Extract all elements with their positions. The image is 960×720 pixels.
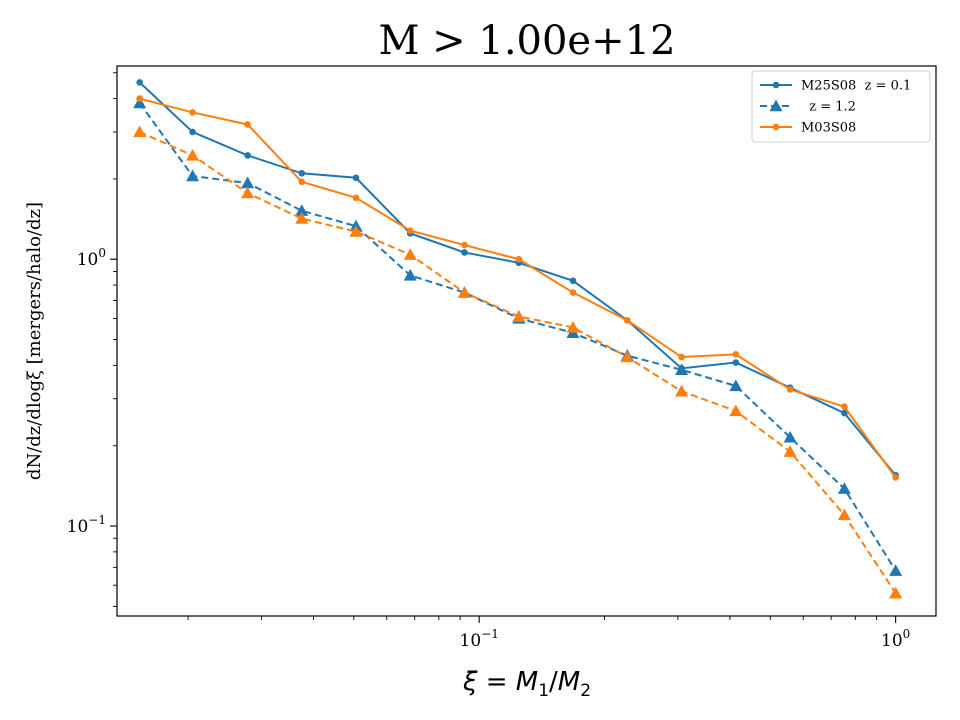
data-point (623, 317, 631, 324)
data-point (244, 121, 251, 128)
data-point (403, 268, 417, 281)
data-point (837, 508, 851, 521)
series-2 (133, 96, 903, 576)
data-point (189, 109, 196, 116)
data-point (786, 386, 794, 393)
data-point (186, 169, 200, 182)
x-tick-label: 10−1 (460, 627, 499, 651)
series-line (138, 102, 897, 572)
data-point (241, 186, 255, 199)
legend-label: M03S08 (801, 121, 856, 136)
series-layer (133, 79, 903, 599)
data-point (678, 353, 685, 361)
data-point (133, 125, 147, 138)
data-point (295, 212, 309, 224)
data-point (732, 351, 740, 358)
series-4 (133, 125, 903, 599)
plot-frame (116, 65, 937, 617)
data-point (136, 79, 143, 86)
data-point (186, 148, 200, 161)
data-point (298, 169, 306, 177)
y-tick-label: 100 (77, 246, 106, 270)
data-point (783, 430, 797, 443)
data-point (837, 482, 851, 494)
x-axis: 10−1 100 (187, 616, 910, 651)
legend-label: z = 1.2 (801, 100, 856, 115)
legend-marker (772, 123, 780, 131)
data-point (569, 277, 577, 285)
y-axis: 10−1 100 (67, 72, 117, 607)
data-point (298, 178, 306, 186)
legend-entry: M25S08 z = 0.1 (760, 79, 911, 94)
legend-label: M25S08 z = 0.1 (801, 79, 911, 94)
data-point (512, 310, 526, 322)
data-point (136, 95, 143, 102)
data-point (461, 241, 468, 249)
data-point (133, 96, 147, 109)
data-point (675, 363, 689, 376)
data-point (892, 474, 899, 481)
data-point (729, 404, 743, 417)
chart-title: M > 1.00e+12 (378, 18, 675, 64)
data-point (783, 445, 797, 457)
series-line (139, 131, 897, 594)
data-point (841, 403, 848, 411)
legend-entry: z = 1.2 (760, 99, 856, 115)
x-axis-label: ξ = M1/M2 (462, 667, 591, 701)
data-point (349, 225, 363, 237)
y-tick-label: 10−1 (67, 513, 106, 537)
data-point (569, 289, 577, 296)
legend-marker (772, 81, 780, 89)
data-point (841, 409, 848, 417)
data-point (241, 176, 255, 189)
data-point (729, 379, 743, 392)
series-line (139, 97, 897, 479)
data-point (189, 128, 196, 136)
data-point (406, 227, 414, 234)
legend-box (751, 70, 931, 143)
legend-entry: M03S08 (760, 121, 856, 136)
data-point (732, 359, 740, 366)
plot-area (116, 65, 937, 617)
data-point (461, 249, 468, 256)
data-point (620, 350, 634, 363)
data-point (675, 384, 689, 397)
y-axis-label: dN/dz/dlogξ [mergers/halo/dz] (24, 202, 45, 480)
data-point (889, 564, 903, 576)
data-point (515, 255, 523, 263)
legend-marker (769, 99, 783, 112)
data-point (889, 586, 903, 599)
x-tick-label: 100 (881, 627, 910, 651)
series-3 (136, 95, 899, 481)
data-point (352, 194, 360, 202)
data-point (244, 152, 251, 159)
data-point (457, 286, 471, 298)
data-point (295, 204, 309, 216)
data-point (403, 248, 417, 260)
legend: M25S08 z = 0.1 z = 1.2 M03S08 (751, 70, 931, 143)
data-point (566, 320, 580, 333)
data-point (352, 174, 360, 182)
